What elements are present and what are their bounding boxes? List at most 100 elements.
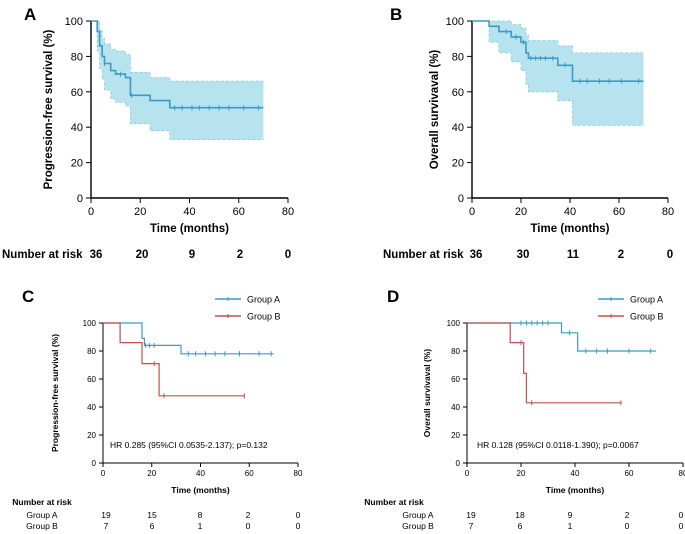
- y-tick-label-d-4: 80: [451, 347, 460, 356]
- y-axis-title-d: Overall survivaval (%): [422, 349, 432, 438]
- x-axis-title-b: Time (months): [530, 223, 609, 235]
- risk-table-label-a: Number at risk: [2, 249, 83, 261]
- km-curve-d-group-a: [467, 322, 656, 352]
- y-axis-title-a: Progression-free survival (%): [43, 29, 55, 189]
- y-tick-label-a-1: 20: [71, 158, 83, 170]
- x-tick-label-a-3: 60: [233, 206, 245, 218]
- legend-label-c-1: Group B: [247, 312, 281, 322]
- y-tick-label-c-0: 0: [92, 459, 97, 468]
- risk-table-label-b: Number at risk: [383, 249, 464, 261]
- hr-annotation-c: HR 0.285 (95%CI 0.0535-2.137); p=0.132: [110, 440, 268, 450]
- risk-count-d-1-0: 7: [469, 521, 474, 531]
- x-axis-title-d: Time (months): [546, 485, 605, 495]
- km-curve-a-all-patients: [91, 20, 264, 109]
- x-tick-label-a-1: 20: [134, 206, 146, 218]
- risk-count-d-0-4: 0: [679, 510, 684, 520]
- risk-count-a-3: 2: [237, 249, 243, 261]
- risk-count-b-1: 30: [517, 249, 530, 261]
- risk-count-b-3: 2: [618, 249, 624, 261]
- y-tick-label-c-2: 40: [87, 403, 96, 412]
- y-tick-label-a-3: 60: [71, 87, 83, 99]
- y-tick-label-d-3: 60: [451, 375, 460, 384]
- risk-count-a-4: 0: [285, 249, 291, 261]
- x-tick-label-c-3: 60: [245, 469, 254, 478]
- risk-count-c-0-1: 15: [147, 510, 157, 520]
- y-tick-label-c-5: 100: [83, 319, 97, 328]
- risk-row-label-d-0: Group A: [402, 510, 434, 520]
- y-tick-label-c-4: 80: [87, 347, 96, 356]
- x-tick-label-b-3: 60: [613, 206, 625, 218]
- x-tick-label-d-4: 80: [679, 469, 685, 478]
- km-curve-c-group-a: [103, 322, 274, 355]
- x-tick-label-d-1: 20: [517, 469, 526, 478]
- risk-count-d-1-4: 0: [679, 521, 684, 531]
- panel-label-a: A: [24, 5, 36, 24]
- x-tick-label-c-2: 40: [196, 469, 205, 478]
- x-tick-label-b-0: 0: [469, 206, 475, 218]
- x-tick-label-c-4: 80: [294, 469, 303, 478]
- risk-count-c-1-1: 6: [150, 521, 155, 531]
- x-tick-label-a-2: 40: [183, 206, 195, 218]
- x-tick-label-d-3: 60: [625, 469, 634, 478]
- risk-count-a-0: 36: [90, 249, 103, 261]
- x-tick-label-a-0: 0: [88, 206, 94, 218]
- risk-count-c-0-2: 8: [198, 510, 203, 520]
- y-tick-label-a-5: 100: [65, 16, 83, 28]
- risk-count-c-0-3: 2: [246, 510, 251, 520]
- x-axis-title-a: Time (months): [150, 223, 229, 235]
- x-tick-label-c-1: 20: [147, 469, 156, 478]
- risk-count-d-0-2: 9: [568, 510, 573, 520]
- risk-count-b-0: 36: [470, 249, 483, 261]
- km-curve-c-group-b: [103, 322, 245, 397]
- risk-count-c-0-0: 19: [101, 510, 111, 520]
- x-tick-label-c-0: 0: [101, 469, 106, 478]
- risk-count-c-1-0: 7: [104, 521, 109, 531]
- risk-count-d-0-1: 18: [515, 510, 525, 520]
- x-tick-label-d-2: 40: [571, 469, 580, 478]
- y-tick-label-b-3: 60: [452, 87, 464, 99]
- risk-count-b-2: 11: [567, 249, 580, 261]
- risk-count-d-1-3: 0: [625, 521, 630, 531]
- risk-count-a-2: 9: [189, 249, 195, 261]
- ci-lower-a-0: [91, 20, 264, 141]
- ci-upper-b-0: [472, 20, 644, 54]
- panel-label-b: B: [390, 5, 402, 24]
- legend-label-d-1: Group B: [630, 312, 664, 322]
- risk-row-label-d-1: Group B: [402, 521, 434, 531]
- risk-count-d-0-3: 2: [625, 510, 630, 520]
- y-tick-label-b-5: 100: [446, 16, 464, 28]
- y-tick-label-a-4: 80: [71, 51, 83, 63]
- risk-count-c-1-4: 0: [296, 521, 301, 531]
- risk-row-label-c-0: Group A: [26, 510, 58, 520]
- risk-count-b-4: 0: [667, 249, 673, 261]
- y-tick-label-b-1: 20: [452, 158, 464, 170]
- risk-table-label-d: Number at risk: [364, 497, 424, 507]
- legend-label-d-0: Group A: [630, 295, 663, 305]
- panel-label-d: D: [387, 287, 399, 306]
- y-tick-label-b-4: 80: [452, 51, 464, 63]
- x-tick-label-b-4: 80: [662, 206, 674, 218]
- risk-table-label-c: Number at risk: [12, 497, 72, 507]
- panel-d: D020406080020406080100Time (months)Overa…: [364, 287, 685, 531]
- y-tick-label-b-2: 40: [452, 122, 464, 134]
- y-axis-title-c: Progression-free survival (%): [50, 334, 60, 452]
- x-axis-title-c: Time (months): [171, 485, 230, 495]
- risk-count-a-1: 20: [136, 249, 149, 261]
- hr-annotation-d: HR 0.128 (95%CI 0.0118-1.390); p=0.0067: [477, 440, 639, 450]
- ci-lower-b-0: [472, 20, 644, 126]
- risk-count-c-0-4: 0: [296, 510, 301, 520]
- x-tick-label-b-1: 20: [515, 206, 527, 218]
- x-tick-label-a-4: 80: [282, 206, 294, 218]
- y-tick-label-d-1: 20: [451, 431, 460, 440]
- ci-upper-a-0: [91, 20, 264, 82]
- km-curve-d-group-b: [467, 322, 621, 404]
- y-tick-label-c-3: 60: [87, 375, 96, 384]
- y-tick-label-c-1: 20: [87, 431, 96, 440]
- risk-count-c-1-3: 0: [246, 521, 251, 531]
- risk-row-label-c-1: Group B: [26, 521, 58, 531]
- y-tick-label-d-0: 0: [456, 459, 461, 468]
- ci-band-b-0: [472, 21, 644, 126]
- y-tick-label-d-5: 100: [447, 319, 461, 328]
